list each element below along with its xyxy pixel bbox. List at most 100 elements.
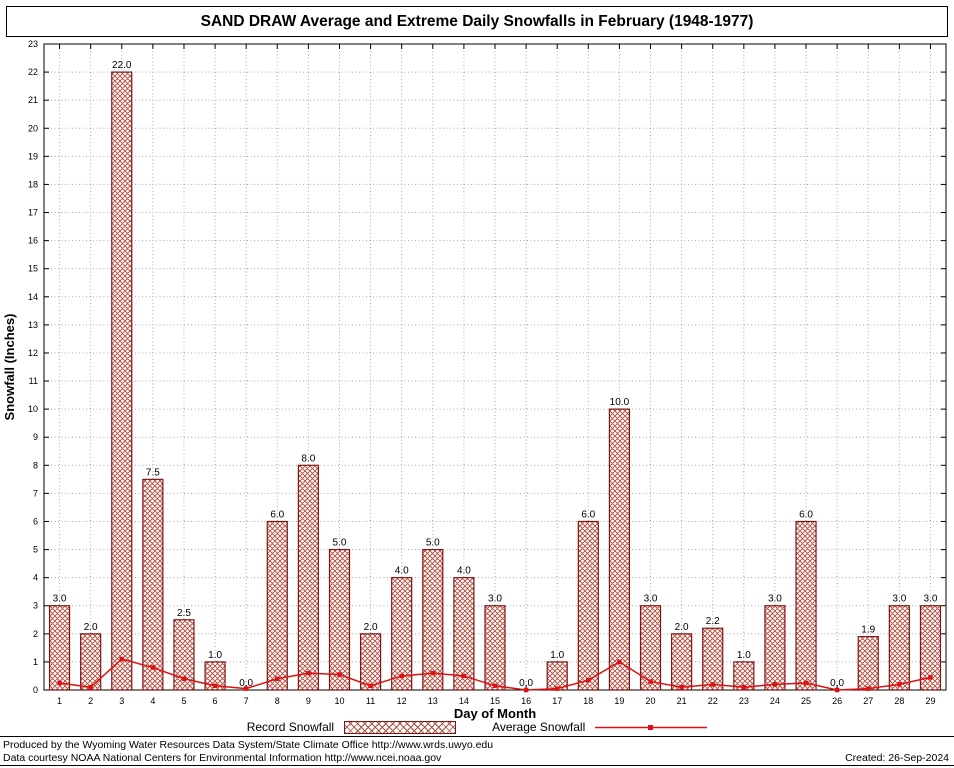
x-tick-label: 25 [801, 696, 811, 706]
bar-value-label: 0.0 [830, 678, 844, 689]
y-tick-label: 8 [33, 460, 38, 470]
x-tick-label: 2 [88, 696, 93, 706]
y-tick-label: 11 [29, 376, 38, 386]
record-bar-day-8 [266, 520, 288, 691]
x-tick-label: 7 [244, 696, 249, 706]
bar-value-label: 6.0 [270, 509, 284, 520]
x-tick-label: 26 [832, 696, 842, 706]
average-marker [523, 687, 529, 693]
bar-value-label: 3.0 [923, 594, 937, 605]
average-marker [150, 665, 156, 670]
average-marker [181, 676, 187, 682]
average-swatch [595, 724, 708, 730]
bar-value-label: 3.0 [644, 594, 658, 605]
bar-value-label: 7.5 [146, 467, 160, 478]
average-marker [119, 656, 125, 662]
bar-value-label: 3.0 [53, 594, 67, 605]
y-tick-label: 1 [33, 657, 38, 667]
y-tick-label: 15 [28, 264, 38, 274]
x-tick-label: 24 [770, 696, 780, 706]
average-marker [306, 670, 311, 676]
bar-value-label: 1.9 [861, 625, 875, 636]
bar-value-label: 6.0 [799, 509, 813, 520]
record-bar-day-15 [484, 605, 506, 691]
x-tick-label: 16 [521, 696, 531, 706]
average-marker [586, 677, 591, 683]
y-tick-label: 5 [33, 545, 38, 555]
record-bar-day-17 [546, 661, 568, 691]
average-marker [772, 682, 778, 687]
y-tick-label: 10 [28, 404, 38, 414]
average-marker [461, 673, 467, 679]
bar-value-label: 0.0 [239, 678, 253, 689]
record-bar-day-11 [359, 633, 382, 691]
y-tick-label: 9 [33, 432, 38, 442]
x-tick-label: 8 [275, 696, 280, 706]
record-bar-day-5 [173, 619, 195, 691]
record-bar-day-22 [702, 627, 724, 691]
x-tick-label: 5 [181, 696, 186, 706]
x-tick-label: 17 [552, 696, 562, 706]
y-tick-label: 4 [33, 573, 38, 583]
record-bar-day-23 [733, 661, 755, 691]
record-bar-day-28 [888, 605, 910, 691]
x-tick-label: 3 [119, 696, 124, 706]
x-tick-label: 11 [366, 696, 375, 706]
footer-top-rule [0, 736, 954, 737]
record-bar-day-18 [577, 520, 599, 691]
y-tick-label: 12 [28, 348, 38, 358]
average-marker [492, 683, 498, 689]
y-axis-title: Snowfall (Inches) [2, 314, 17, 421]
average-marker [275, 676, 280, 682]
x-tick-label: 6 [213, 696, 218, 706]
average-marker [430, 670, 436, 676]
bar-value-label: 5.0 [426, 538, 440, 549]
record-bar-day-14 [453, 577, 475, 691]
bottom-rule [0, 765, 954, 766]
x-axis-title: Day of Month [454, 706, 536, 721]
y-tick-label: 20 [28, 123, 38, 133]
created-date: Created: 26-Sep-2024 [845, 752, 949, 764]
y-tick-label: 0 [33, 685, 38, 695]
bar-value-label: 2.2 [706, 616, 720, 627]
x-tick-label: 23 [739, 696, 749, 706]
average-marker [865, 686, 871, 691]
y-tick-label: 3 [33, 601, 38, 611]
y-tick-label: 7 [33, 488, 38, 498]
bar-value-label: 5.0 [333, 538, 347, 549]
average-marker [88, 684, 93, 690]
record-bar-day-27 [857, 636, 879, 691]
y-tick-label: 16 [28, 236, 38, 246]
bar-value-label: 3.0 [488, 594, 502, 605]
record-bar-day-6 [204, 661, 226, 691]
bar-value-label: 2.0 [84, 622, 98, 633]
y-tick-label: 18 [28, 179, 38, 189]
average-marker [243, 686, 249, 691]
average-marker [834, 687, 840, 693]
average-marker [617, 659, 622, 665]
legend-record-label: Record Snowfall [246, 720, 335, 734]
average-marker [928, 675, 933, 680]
x-tick-label: 13 [428, 696, 438, 706]
record-bar-day-19 [608, 408, 631, 691]
record-bar-day-4 [142, 478, 164, 691]
record-swatch [344, 720, 457, 734]
record-bar-day-29 [919, 605, 942, 691]
y-tick-label: 23 [28, 39, 38, 49]
average-marker [648, 679, 653, 684]
average-marker [57, 680, 62, 686]
x-tick-label: 9 [306, 696, 311, 706]
x-tick-label: 20 [646, 696, 656, 706]
record-bar-day-21 [671, 633, 693, 691]
record-bar-day-20 [639, 605, 662, 691]
legend-average-label: Average Snowfall [492, 720, 586, 734]
footer-data-courtesy: Data courtesy NOAA National Centers for … [3, 752, 442, 764]
record-bar-day-10 [328, 548, 351, 691]
bar-value-label: 3.0 [892, 594, 906, 605]
record-bar-day-24 [764, 605, 786, 691]
x-tick-label: 15 [490, 696, 500, 706]
bar-value-label: 10.0 [610, 397, 630, 408]
bar-value-label: 1.0 [208, 650, 222, 661]
